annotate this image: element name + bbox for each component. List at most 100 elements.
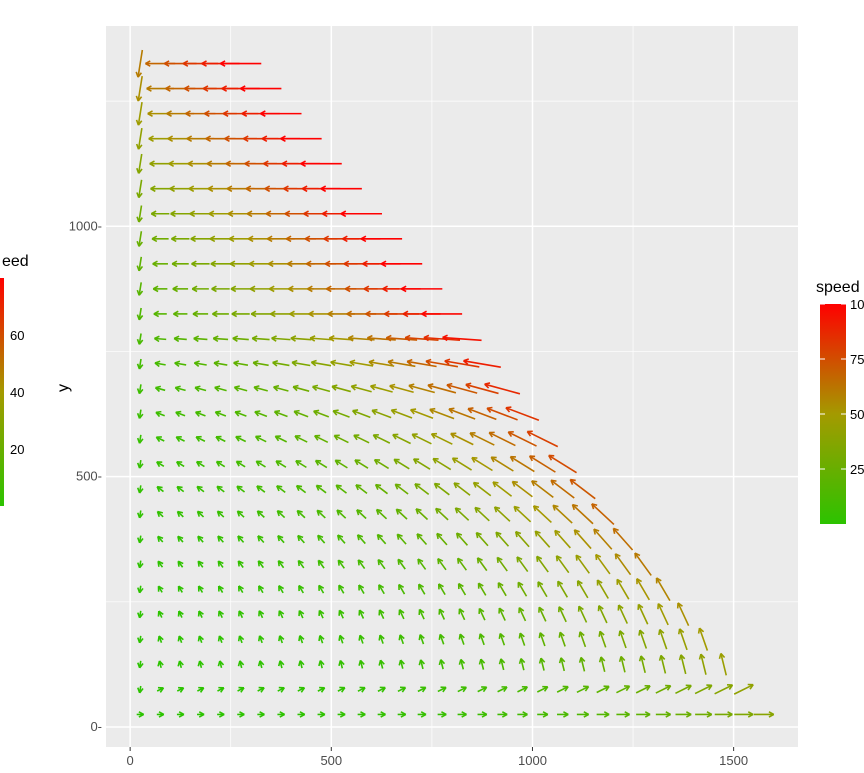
arrow bbox=[280, 135, 322, 142]
arrow bbox=[596, 579, 609, 599]
arrow bbox=[257, 635, 265, 644]
arrow bbox=[331, 384, 351, 393]
arrow bbox=[254, 410, 268, 418]
arrow bbox=[278, 610, 285, 619]
arrow bbox=[176, 510, 184, 518]
arrow bbox=[137, 635, 144, 644]
arrow bbox=[297, 534, 305, 544]
arrow bbox=[297, 686, 306, 693]
arrow bbox=[337, 686, 346, 693]
arrow bbox=[157, 635, 164, 643]
arrow bbox=[153, 335, 167, 343]
arrow bbox=[153, 310, 167, 318]
arrow bbox=[417, 558, 427, 570]
x-tick-label: 500 bbox=[320, 753, 342, 768]
arrow bbox=[378, 659, 385, 669]
x-axis: 0 500 1000 1500 bbox=[127, 747, 748, 768]
arrow bbox=[255, 460, 266, 468]
arrow bbox=[273, 410, 288, 418]
arrow bbox=[518, 657, 526, 671]
arrow bbox=[277, 660, 285, 669]
arrow bbox=[173, 310, 188, 318]
arrow bbox=[294, 435, 308, 443]
arrow bbox=[352, 409, 371, 419]
arrow bbox=[616, 711, 630, 718]
arrow bbox=[212, 335, 229, 343]
arrow bbox=[173, 335, 187, 343]
arrow bbox=[295, 460, 307, 469]
arrow bbox=[486, 406, 518, 421]
arrow bbox=[734, 711, 754, 718]
arrow bbox=[614, 553, 632, 576]
arrow bbox=[298, 635, 305, 644]
speed-legend: speed 25 50 75 10 bbox=[816, 279, 864, 524]
arrow bbox=[197, 686, 205, 693]
left-legend-gradient bbox=[0, 278, 4, 506]
arrow bbox=[578, 656, 586, 672]
arrow bbox=[453, 482, 471, 496]
arrow bbox=[274, 435, 288, 443]
arrow bbox=[509, 455, 535, 473]
arrow bbox=[197, 610, 204, 618]
arrow bbox=[154, 385, 166, 393]
arrow bbox=[450, 432, 474, 446]
arrow bbox=[429, 407, 455, 420]
arrow bbox=[318, 609, 325, 619]
arrow bbox=[593, 528, 613, 550]
arrow bbox=[231, 310, 250, 318]
arrow bbox=[217, 535, 224, 543]
arrow bbox=[291, 359, 311, 367]
arrow bbox=[135, 127, 143, 150]
arrow bbox=[378, 634, 385, 644]
arrow bbox=[156, 711, 165, 718]
arrow bbox=[256, 485, 266, 493]
arrow bbox=[395, 508, 408, 520]
arrow bbox=[136, 333, 144, 345]
arrow bbox=[337, 711, 346, 718]
arrow bbox=[390, 408, 413, 419]
arrow bbox=[212, 310, 229, 318]
arrow bbox=[467, 407, 497, 421]
arrow bbox=[356, 509, 367, 520]
arrow bbox=[488, 431, 516, 447]
arrow bbox=[456, 557, 468, 571]
arrow bbox=[495, 531, 510, 547]
arrow bbox=[477, 686, 488, 693]
arrow bbox=[655, 577, 671, 602]
arrow bbox=[437, 711, 447, 718]
arrow bbox=[597, 605, 608, 624]
arrow bbox=[490, 456, 514, 472]
arrow bbox=[418, 659, 426, 670]
arrow bbox=[254, 435, 267, 443]
arrow bbox=[219, 60, 262, 67]
arrow bbox=[412, 458, 431, 470]
legend-tick-label: 10 bbox=[850, 297, 864, 312]
arrow bbox=[237, 560, 244, 568]
arrow bbox=[230, 285, 251, 293]
arrow bbox=[474, 506, 490, 522]
arrow bbox=[636, 578, 651, 601]
arrow bbox=[171, 260, 189, 268]
arrow bbox=[154, 360, 166, 368]
arrow bbox=[463, 358, 501, 368]
arrow bbox=[135, 75, 143, 102]
arrow bbox=[442, 334, 482, 342]
arrow bbox=[330, 359, 353, 367]
arrow bbox=[477, 582, 487, 596]
arrow bbox=[136, 485, 144, 494]
arrow bbox=[298, 609, 305, 619]
arrow bbox=[557, 606, 567, 623]
arrow bbox=[213, 360, 228, 367]
arrow bbox=[136, 282, 144, 296]
arrow bbox=[357, 686, 366, 693]
arrow bbox=[478, 658, 486, 670]
arrow bbox=[618, 655, 626, 673]
arrow bbox=[136, 231, 143, 247]
arrow bbox=[257, 711, 265, 718]
arrow bbox=[471, 456, 493, 472]
arrow bbox=[528, 455, 556, 473]
arrow bbox=[658, 628, 668, 650]
arrow bbox=[437, 686, 447, 693]
arrow bbox=[537, 581, 548, 598]
